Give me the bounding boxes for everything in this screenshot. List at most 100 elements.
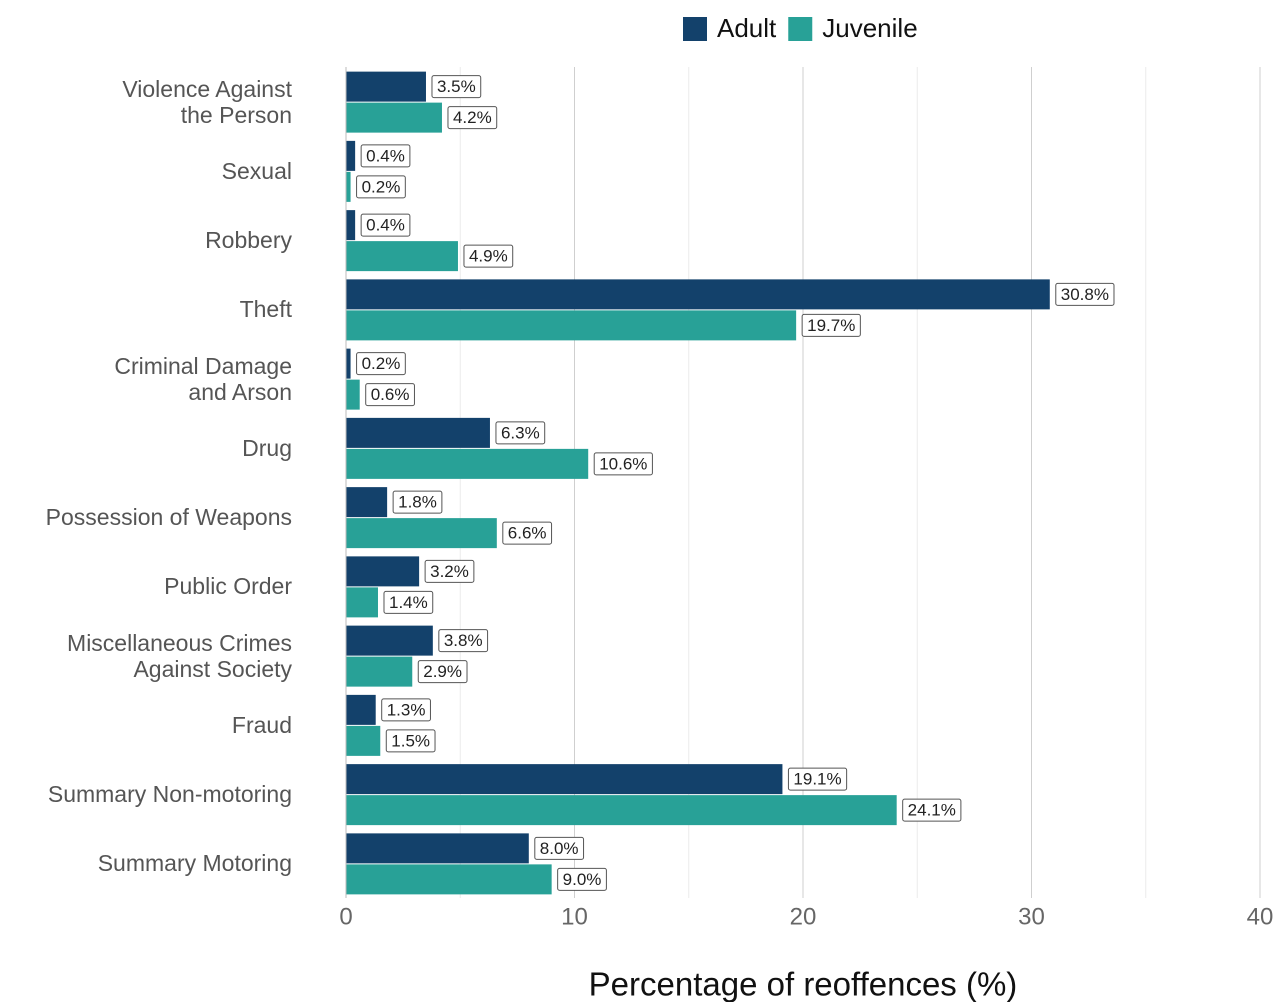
value-label-text: 2.9% <box>423 662 462 681</box>
value-label-box <box>801 313 861 337</box>
bar <box>346 171 351 202</box>
value-label-text: 3.2% <box>430 562 469 581</box>
y-tick-label: Fraud <box>231 711 292 738</box>
value-label-text: 10.6% <box>599 454 647 473</box>
value-label-text: 3.8% <box>444 631 483 650</box>
value-label-box <box>360 144 411 168</box>
value-label-text: 9.0% <box>563 870 602 889</box>
value-label-box <box>902 798 962 822</box>
bar <box>346 310 797 341</box>
value-label-box <box>787 767 848 791</box>
value-label-text: 1.8% <box>398 493 437 512</box>
bar <box>346 518 497 549</box>
value-label-box <box>392 490 443 514</box>
value-label-text: 0.2% <box>362 177 401 196</box>
bar <box>346 140 356 171</box>
bar <box>346 348 351 379</box>
bar <box>346 379 360 410</box>
value-label: 4.2% <box>447 106 498 130</box>
bar <box>346 448 589 479</box>
value-label-box <box>417 660 468 684</box>
value-label: 1.5% <box>385 729 436 753</box>
value-label-text: 0.4% <box>366 216 405 235</box>
value-label: 19.1% <box>787 767 848 791</box>
bar <box>346 864 552 895</box>
x-tick-label: 0 <box>339 903 352 930</box>
value-label-text: 24.1% <box>908 801 956 820</box>
value-label: 6.6% <box>502 521 553 545</box>
value-label-text: 1.3% <box>387 700 426 719</box>
value-label-text: 0.2% <box>362 354 401 373</box>
value-label: 0.6% <box>365 383 415 407</box>
bar <box>346 587 378 618</box>
value-label-box <box>385 729 436 753</box>
value-label-text: 19.7% <box>807 316 855 335</box>
value-label-text: 6.6% <box>508 524 547 543</box>
value-label: 3.8% <box>438 629 489 653</box>
y-tick-label: Summary Non-motoring <box>47 781 292 808</box>
value-label-box <box>557 867 607 891</box>
y-tick-label: Public Order <box>164 573 292 600</box>
value-label: 24.1% <box>902 798 962 822</box>
x-tick-label: 30 <box>1018 903 1045 930</box>
value-label-text: 3.5% <box>437 77 476 96</box>
value-label-text: 4.2% <box>453 108 492 127</box>
bar <box>346 694 376 725</box>
y-tick-label: Criminal Damage and Arson <box>114 352 292 405</box>
x-tick-label: 40 <box>1247 903 1274 930</box>
value-label: 4.9% <box>463 244 514 268</box>
value-label: 9.0% <box>557 867 607 891</box>
value-label-box <box>534 836 585 860</box>
value-label: 1.8% <box>392 490 443 514</box>
y-tick-label: Violence Against the Person <box>122 75 292 128</box>
value-label-box <box>495 421 546 445</box>
legend-swatch <box>683 17 707 41</box>
value-label: 0.4% <box>360 144 411 168</box>
y-tick-label: Possession of Weapons <box>45 504 292 531</box>
bar <box>346 487 388 518</box>
bar <box>346 625 433 656</box>
x-axis-label: Percentage of reoffences (%) <box>589 966 1018 1002</box>
value-label-text: 0.4% <box>366 146 405 165</box>
legend-swatch <box>788 17 813 41</box>
value-label-box <box>438 629 489 653</box>
value-label-text: 4.9% <box>469 247 508 266</box>
value-label: 8.0% <box>534 836 585 860</box>
bar <box>346 764 783 795</box>
value-label-text: 1.4% <box>389 593 428 612</box>
bar <box>346 725 381 756</box>
value-label: 1.4% <box>383 590 434 614</box>
value-label: 3.5% <box>431 75 482 99</box>
y-tick-label: Robbery <box>205 227 292 254</box>
y-tick-label: Drug <box>242 434 292 461</box>
value-label: 10.6% <box>593 452 653 476</box>
bar <box>346 102 442 133</box>
value-label-box <box>593 452 653 476</box>
value-label: 30.8% <box>1055 282 1115 306</box>
bar <box>346 795 897 826</box>
y-tick-label: Sexual <box>221 157 292 184</box>
value-label-box <box>1055 282 1115 306</box>
value-label-box <box>381 698 431 722</box>
value-label-text: 30.8% <box>1061 285 1109 304</box>
y-tick-label: Miscellaneous Crimes Against Society <box>67 629 292 682</box>
value-label-box <box>356 175 406 199</box>
legend-label: Juvenile <box>822 13 917 43</box>
bar <box>346 71 426 102</box>
value-label-text: 8.0% <box>540 839 579 858</box>
bar <box>346 241 458 272</box>
value-label-box <box>502 521 553 545</box>
value-label: 0.2% <box>356 175 406 199</box>
value-label: 6.3% <box>495 421 546 445</box>
value-label-box <box>431 75 482 99</box>
value-label-text: 6.3% <box>501 423 540 442</box>
value-label: 0.4% <box>360 213 411 237</box>
value-label-box <box>463 244 514 268</box>
bar <box>346 279 1050 310</box>
bar <box>346 833 529 864</box>
value-label-box <box>365 383 415 407</box>
bar <box>346 556 420 587</box>
value-label: 0.2% <box>356 352 406 376</box>
